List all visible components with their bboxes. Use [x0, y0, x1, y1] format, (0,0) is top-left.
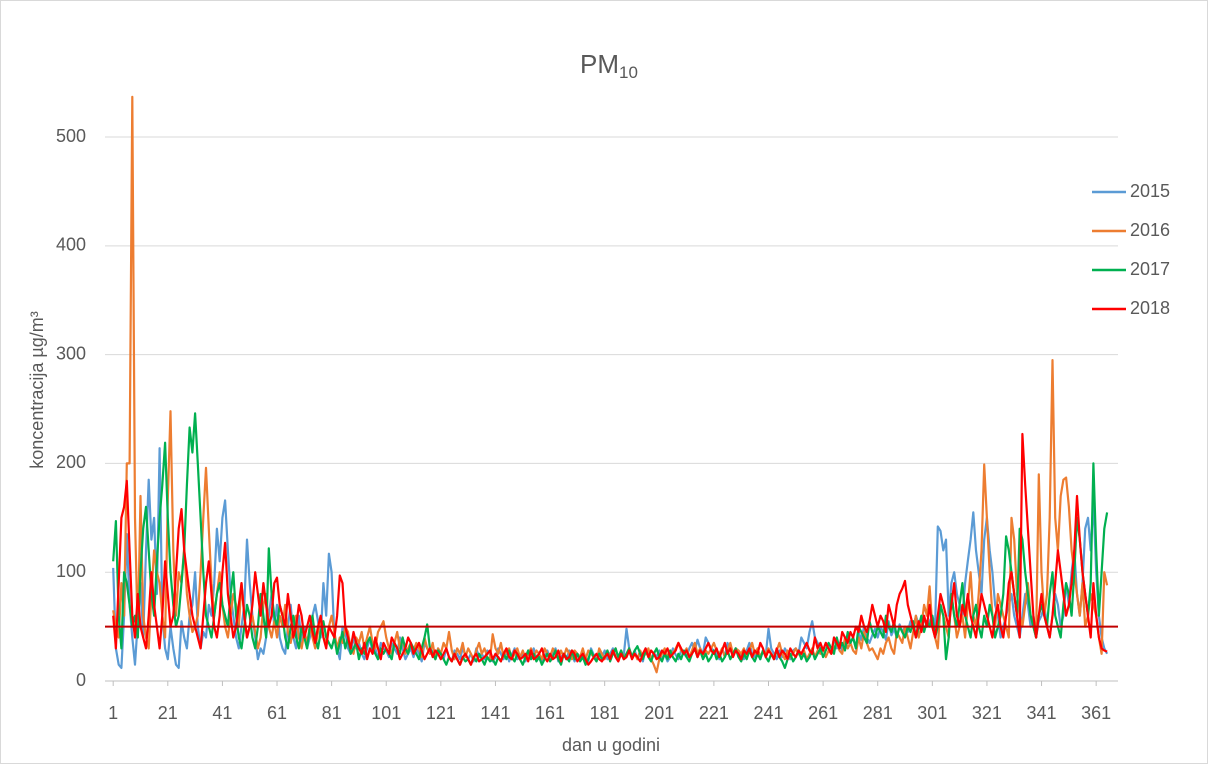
x-tick-label: 321 — [972, 703, 1002, 723]
x-tick-label: 41 — [212, 703, 232, 723]
y-tick-label: 200 — [56, 452, 86, 472]
legend-label: 2015 — [1130, 181, 1170, 201]
x-tick-label: 301 — [917, 703, 947, 723]
x-tick-label: 81 — [322, 703, 342, 723]
x-tick-label: 121 — [426, 703, 456, 723]
y-tick-label: 500 — [56, 126, 86, 146]
x-tick-label: 181 — [590, 703, 620, 723]
y-axis-title: koncentracija µg/m³ — [27, 311, 47, 468]
x-tick-label: 101 — [371, 703, 401, 723]
x-tick-label: 201 — [644, 703, 674, 723]
legend-label: 2016 — [1130, 220, 1170, 240]
series-line — [112, 432, 1108, 666]
series-line — [112, 412, 1109, 670]
x-tick-label: 341 — [1027, 703, 1057, 723]
y-tick-label: 0 — [76, 670, 86, 690]
legend-label: 2017 — [1130, 259, 1170, 279]
x-tick-label: 221 — [699, 703, 729, 723]
x-tick-label: 261 — [808, 703, 838, 723]
title-main: PM — [580, 49, 619, 79]
x-tick-label: 141 — [480, 703, 510, 723]
x-axis-title: dan u godini — [562, 735, 660, 755]
x-tick-label: 21 — [158, 703, 178, 723]
x-tick-label: 61 — [267, 703, 287, 723]
x-tick-label: 241 — [753, 703, 783, 723]
x-tick-label: 361 — [1081, 703, 1111, 723]
title-subscript: 10 — [619, 63, 638, 82]
y-tick-label: 400 — [56, 235, 86, 255]
y-tick-label: 300 — [56, 343, 86, 363]
chart-title: PM10 — [580, 49, 638, 83]
legend-label: 2018 — [1130, 298, 1170, 318]
x-tick-label: 281 — [863, 703, 893, 723]
x-tick-label: 161 — [535, 703, 565, 723]
x-tick-label: 1 — [108, 703, 118, 723]
y-tick-label: 100 — [56, 561, 86, 581]
